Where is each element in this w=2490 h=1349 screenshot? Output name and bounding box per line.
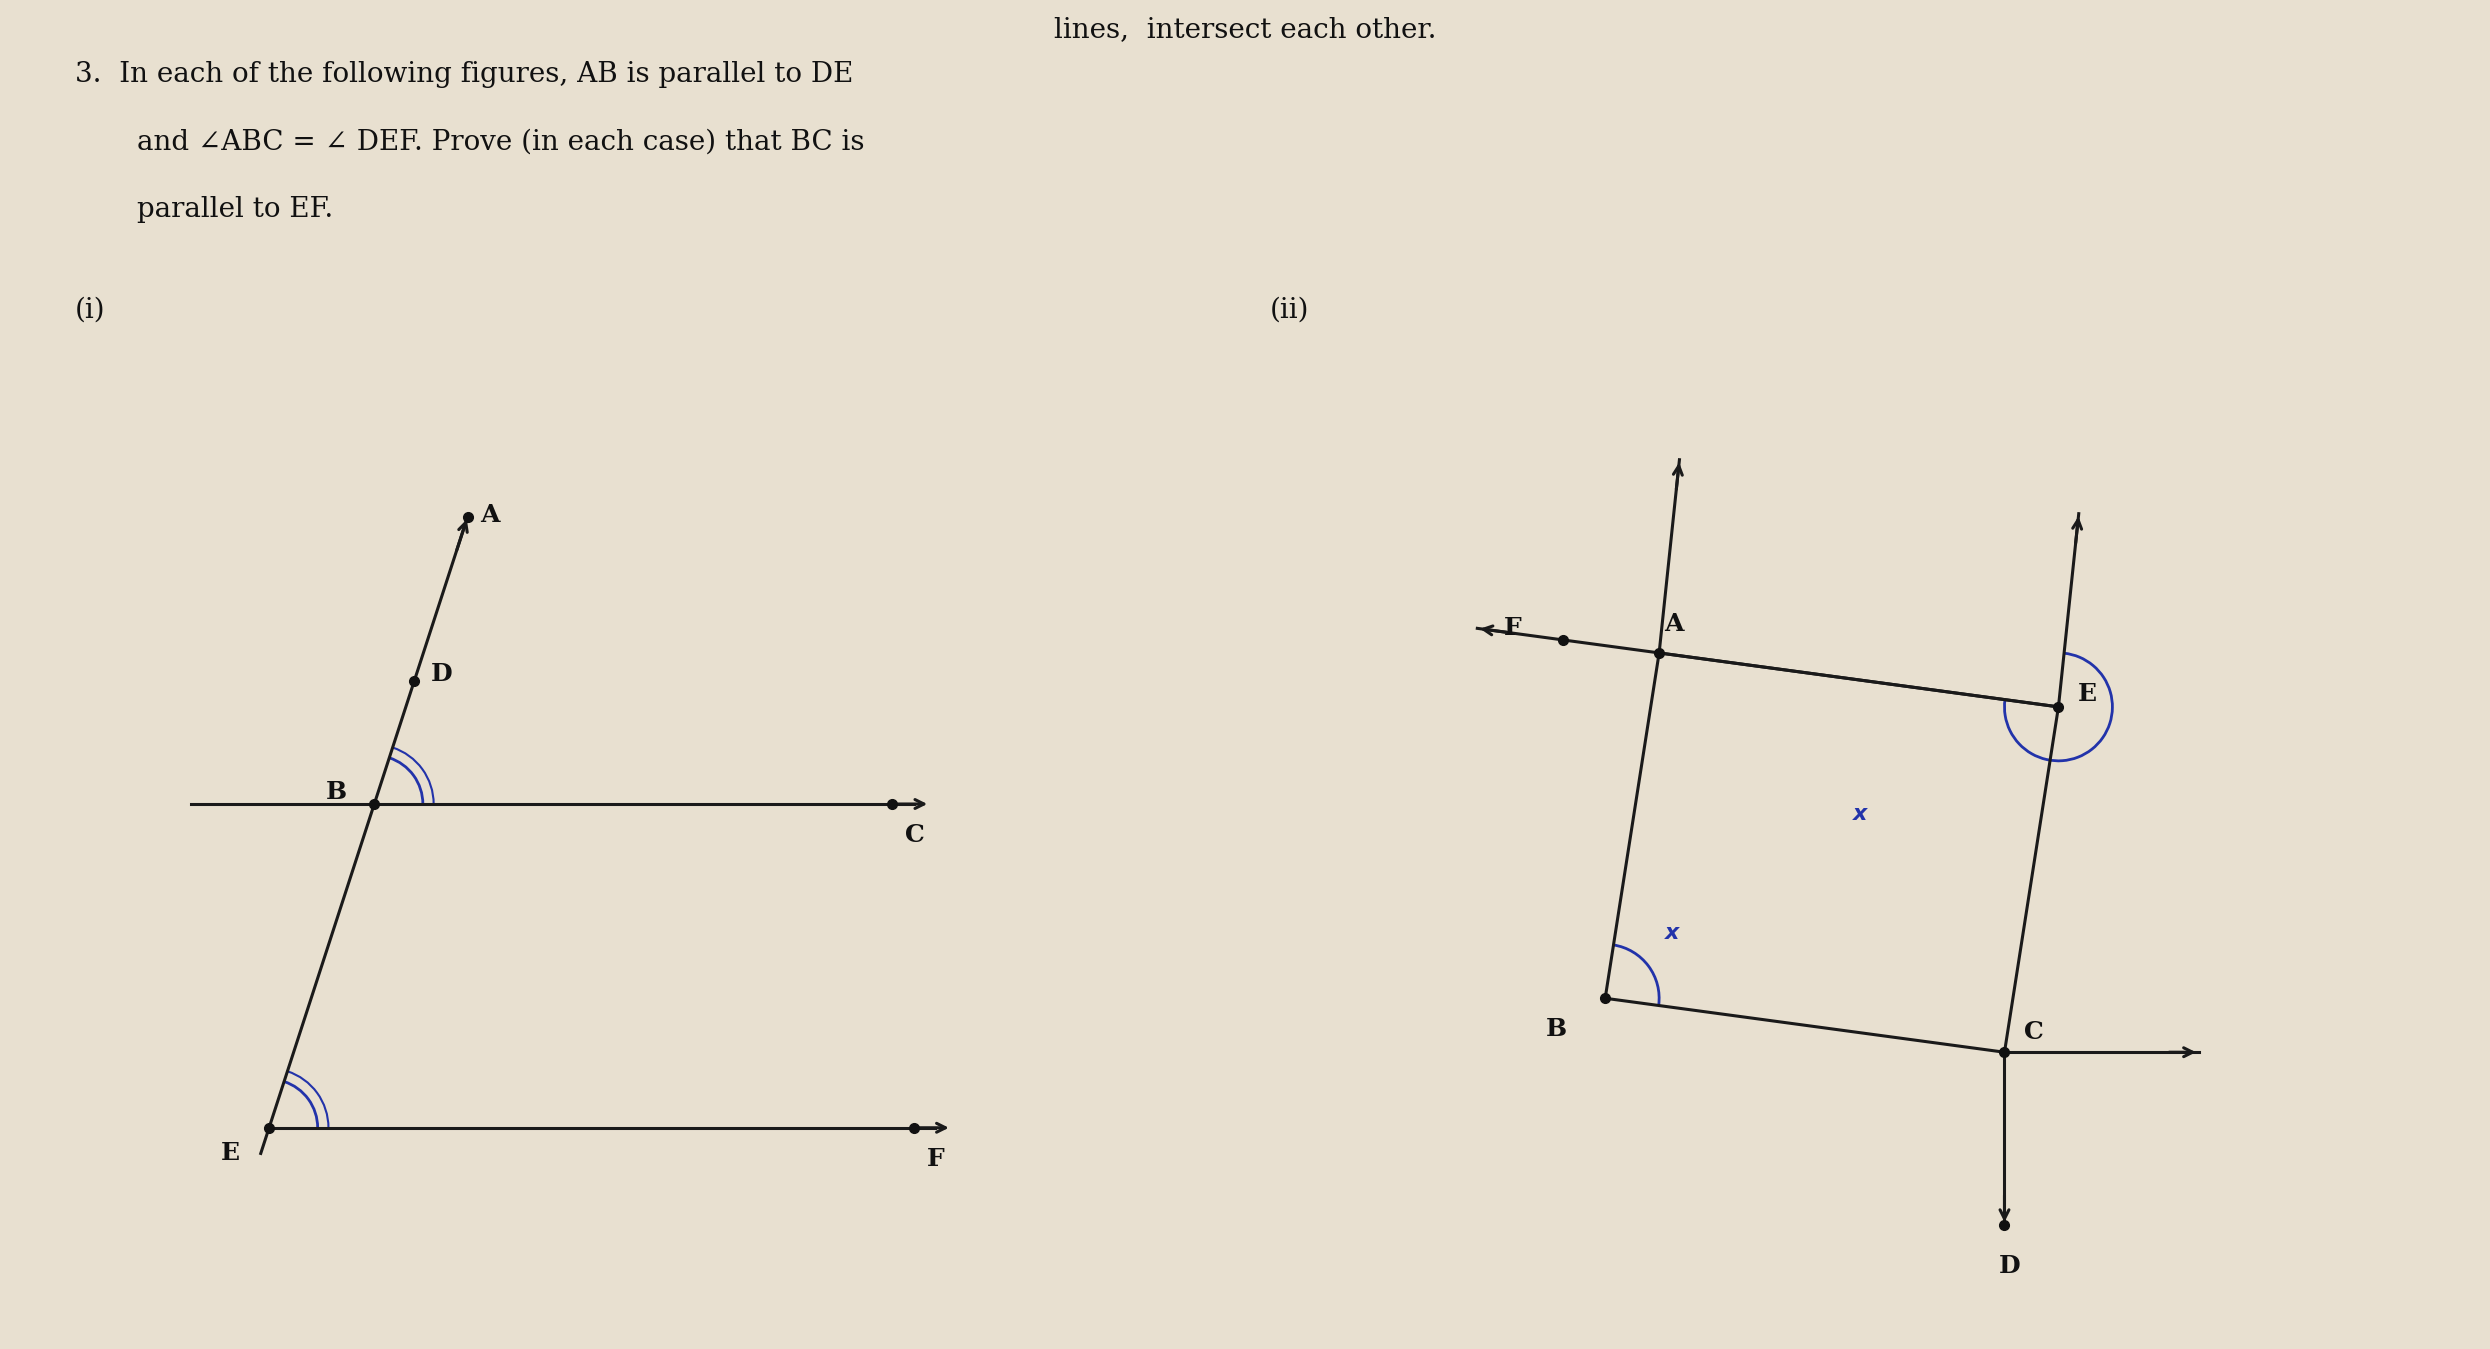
Text: A: A bbox=[1663, 612, 1683, 637]
Text: C: C bbox=[2024, 1020, 2044, 1044]
Text: E: E bbox=[2077, 683, 2097, 707]
Text: (ii): (ii) bbox=[1270, 297, 1310, 324]
Text: 3.  In each of the following figures, AB is parallel to DE: 3. In each of the following figures, AB … bbox=[75, 61, 854, 88]
Text: parallel to EF.: parallel to EF. bbox=[137, 196, 334, 223]
Text: F: F bbox=[926, 1147, 944, 1171]
Text: x: x bbox=[1663, 923, 1678, 943]
Text: C: C bbox=[906, 823, 926, 847]
Text: B: B bbox=[326, 780, 346, 804]
Text: D: D bbox=[431, 662, 453, 685]
Text: lines,  intersect each other.: lines, intersect each other. bbox=[1053, 16, 1437, 43]
Text: D: D bbox=[1999, 1255, 2022, 1279]
Text: A: A bbox=[481, 503, 500, 527]
Text: E: E bbox=[222, 1141, 239, 1166]
Text: and ∠ABC = ∠ DEF. Prove (in each case) that BC is: and ∠ABC = ∠ DEF. Prove (in each case) t… bbox=[137, 128, 864, 155]
Text: (i): (i) bbox=[75, 297, 105, 324]
Text: F: F bbox=[1504, 615, 1521, 639]
Text: B: B bbox=[1546, 1017, 1566, 1041]
Text: x: x bbox=[1853, 804, 1868, 824]
